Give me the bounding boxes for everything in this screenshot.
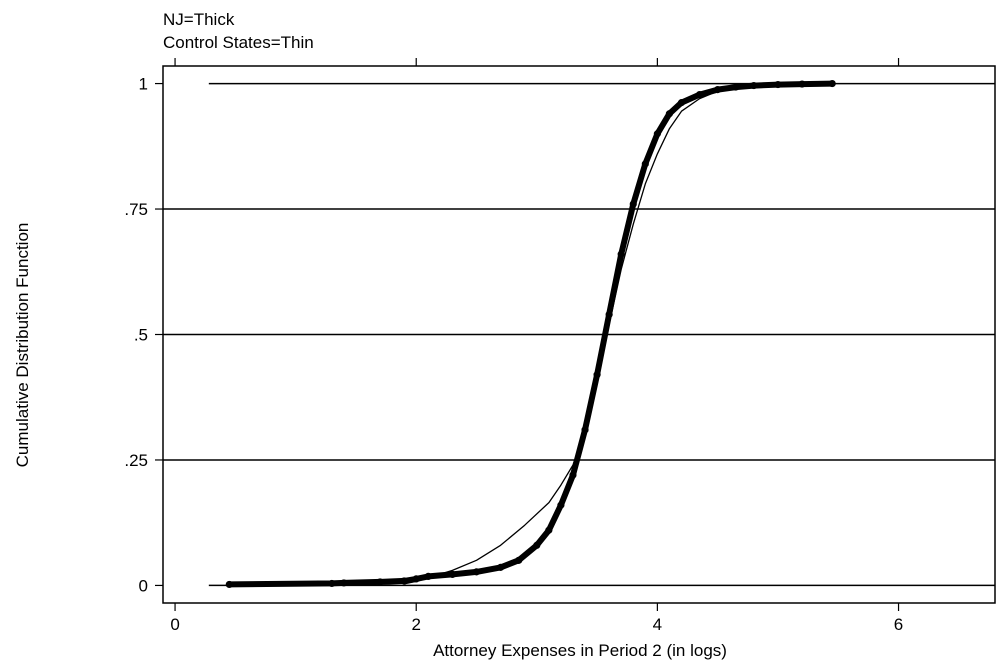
y-axis-title: Cumulative Distribution Function <box>13 223 32 468</box>
data-point-nj <box>376 578 384 586</box>
data-point-nj <box>424 572 432 581</box>
data-point-nj <box>472 568 481 576</box>
data-point-nj <box>629 200 637 208</box>
data-point-nj <box>750 81 758 90</box>
data-point-nj <box>641 160 649 168</box>
data-point-nj <box>581 426 589 434</box>
y-tick-label: .5 <box>134 326 148 345</box>
data-point-nj <box>774 80 782 89</box>
data-point-nj <box>605 310 613 319</box>
data-point-nj <box>593 371 601 379</box>
data-point-nj <box>497 563 505 571</box>
data-point-nj <box>533 541 541 549</box>
data-point-nj <box>798 80 806 88</box>
data-point-nj <box>400 577 408 585</box>
data-point-nj <box>225 580 233 589</box>
series-line-nj <box>226 80 836 588</box>
y-tick-label: .25 <box>124 451 148 470</box>
legend-note-control: Control States=Thin <box>163 33 314 52</box>
data-point-nj <box>448 570 456 578</box>
data-point-nj <box>617 250 625 258</box>
legend-note-nj: NJ=Thick <box>163 10 235 29</box>
data-point-nj <box>569 471 577 479</box>
data-point-nj <box>714 85 722 94</box>
x-axis-title: Attorney Expenses in Period 2 (in logs) <box>433 641 727 660</box>
data-point-nj <box>412 575 420 583</box>
data-point-nj <box>732 83 740 91</box>
data-point-nj <box>557 501 565 509</box>
data-point-nj <box>515 556 523 564</box>
data-point-nj <box>328 579 336 588</box>
y-tick-label: 0 <box>139 576 148 595</box>
data-point-nj <box>677 99 686 107</box>
data-point-nj <box>695 91 704 99</box>
x-tick-label: 0 <box>170 615 179 634</box>
x-tick-label: 6 <box>894 615 903 634</box>
data-point-nj <box>828 79 836 88</box>
x-tick-label: 4 <box>653 615 662 634</box>
data-point-nj <box>653 130 661 138</box>
y-tick-label: .75 <box>124 200 148 219</box>
data-point-nj <box>340 579 348 587</box>
x-tick-label: 2 <box>411 615 420 634</box>
data-point-nj <box>665 110 674 118</box>
data-point-nj <box>545 526 553 534</box>
y-tick-label: 1 <box>139 75 148 94</box>
